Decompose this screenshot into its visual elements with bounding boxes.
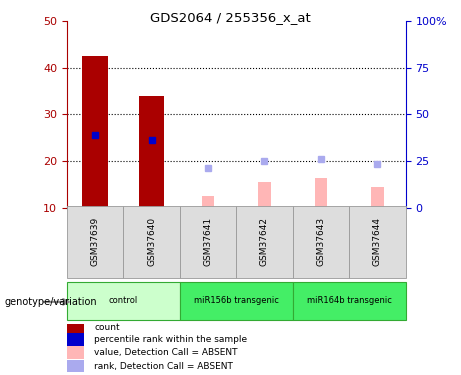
- Bar: [349, 206, 406, 278]
- Bar: [180, 282, 293, 320]
- Bar: [314, 178, 327, 208]
- Bar: [123, 206, 180, 278]
- Text: rank, Detection Call = ABSENT: rank, Detection Call = ABSENT: [94, 362, 233, 370]
- Bar: [293, 282, 406, 320]
- Text: GSM37639: GSM37639: [90, 217, 100, 267]
- Bar: [67, 321, 84, 333]
- Bar: [83, 56, 108, 208]
- Bar: [67, 346, 84, 359]
- Bar: [67, 360, 84, 372]
- Bar: [201, 196, 214, 208]
- Bar: [258, 182, 271, 208]
- Bar: [67, 333, 84, 346]
- Text: GSM37644: GSM37644: [373, 217, 382, 266]
- Text: percentile rank within the sample: percentile rank within the sample: [94, 335, 248, 344]
- Bar: [293, 206, 349, 278]
- Text: GSM37640: GSM37640: [147, 217, 156, 266]
- Text: control: control: [109, 296, 138, 305]
- Text: genotype/variation: genotype/variation: [5, 297, 97, 307]
- Text: GDS2064 / 255356_x_at: GDS2064 / 255356_x_at: [150, 11, 311, 24]
- Text: GSM37641: GSM37641: [203, 217, 213, 266]
- Text: GSM37642: GSM37642: [260, 217, 269, 266]
- Text: miR156b transgenic: miR156b transgenic: [194, 296, 279, 305]
- Bar: [67, 282, 180, 320]
- Bar: [180, 206, 236, 278]
- Text: miR164b transgenic: miR164b transgenic: [307, 296, 392, 305]
- Bar: [236, 206, 293, 278]
- Bar: [139, 96, 164, 208]
- Text: count: count: [94, 322, 120, 332]
- Text: GSM37643: GSM37643: [316, 217, 325, 266]
- Bar: [67, 206, 123, 278]
- Text: value, Detection Call = ABSENT: value, Detection Call = ABSENT: [94, 348, 238, 357]
- Bar: [371, 187, 384, 208]
